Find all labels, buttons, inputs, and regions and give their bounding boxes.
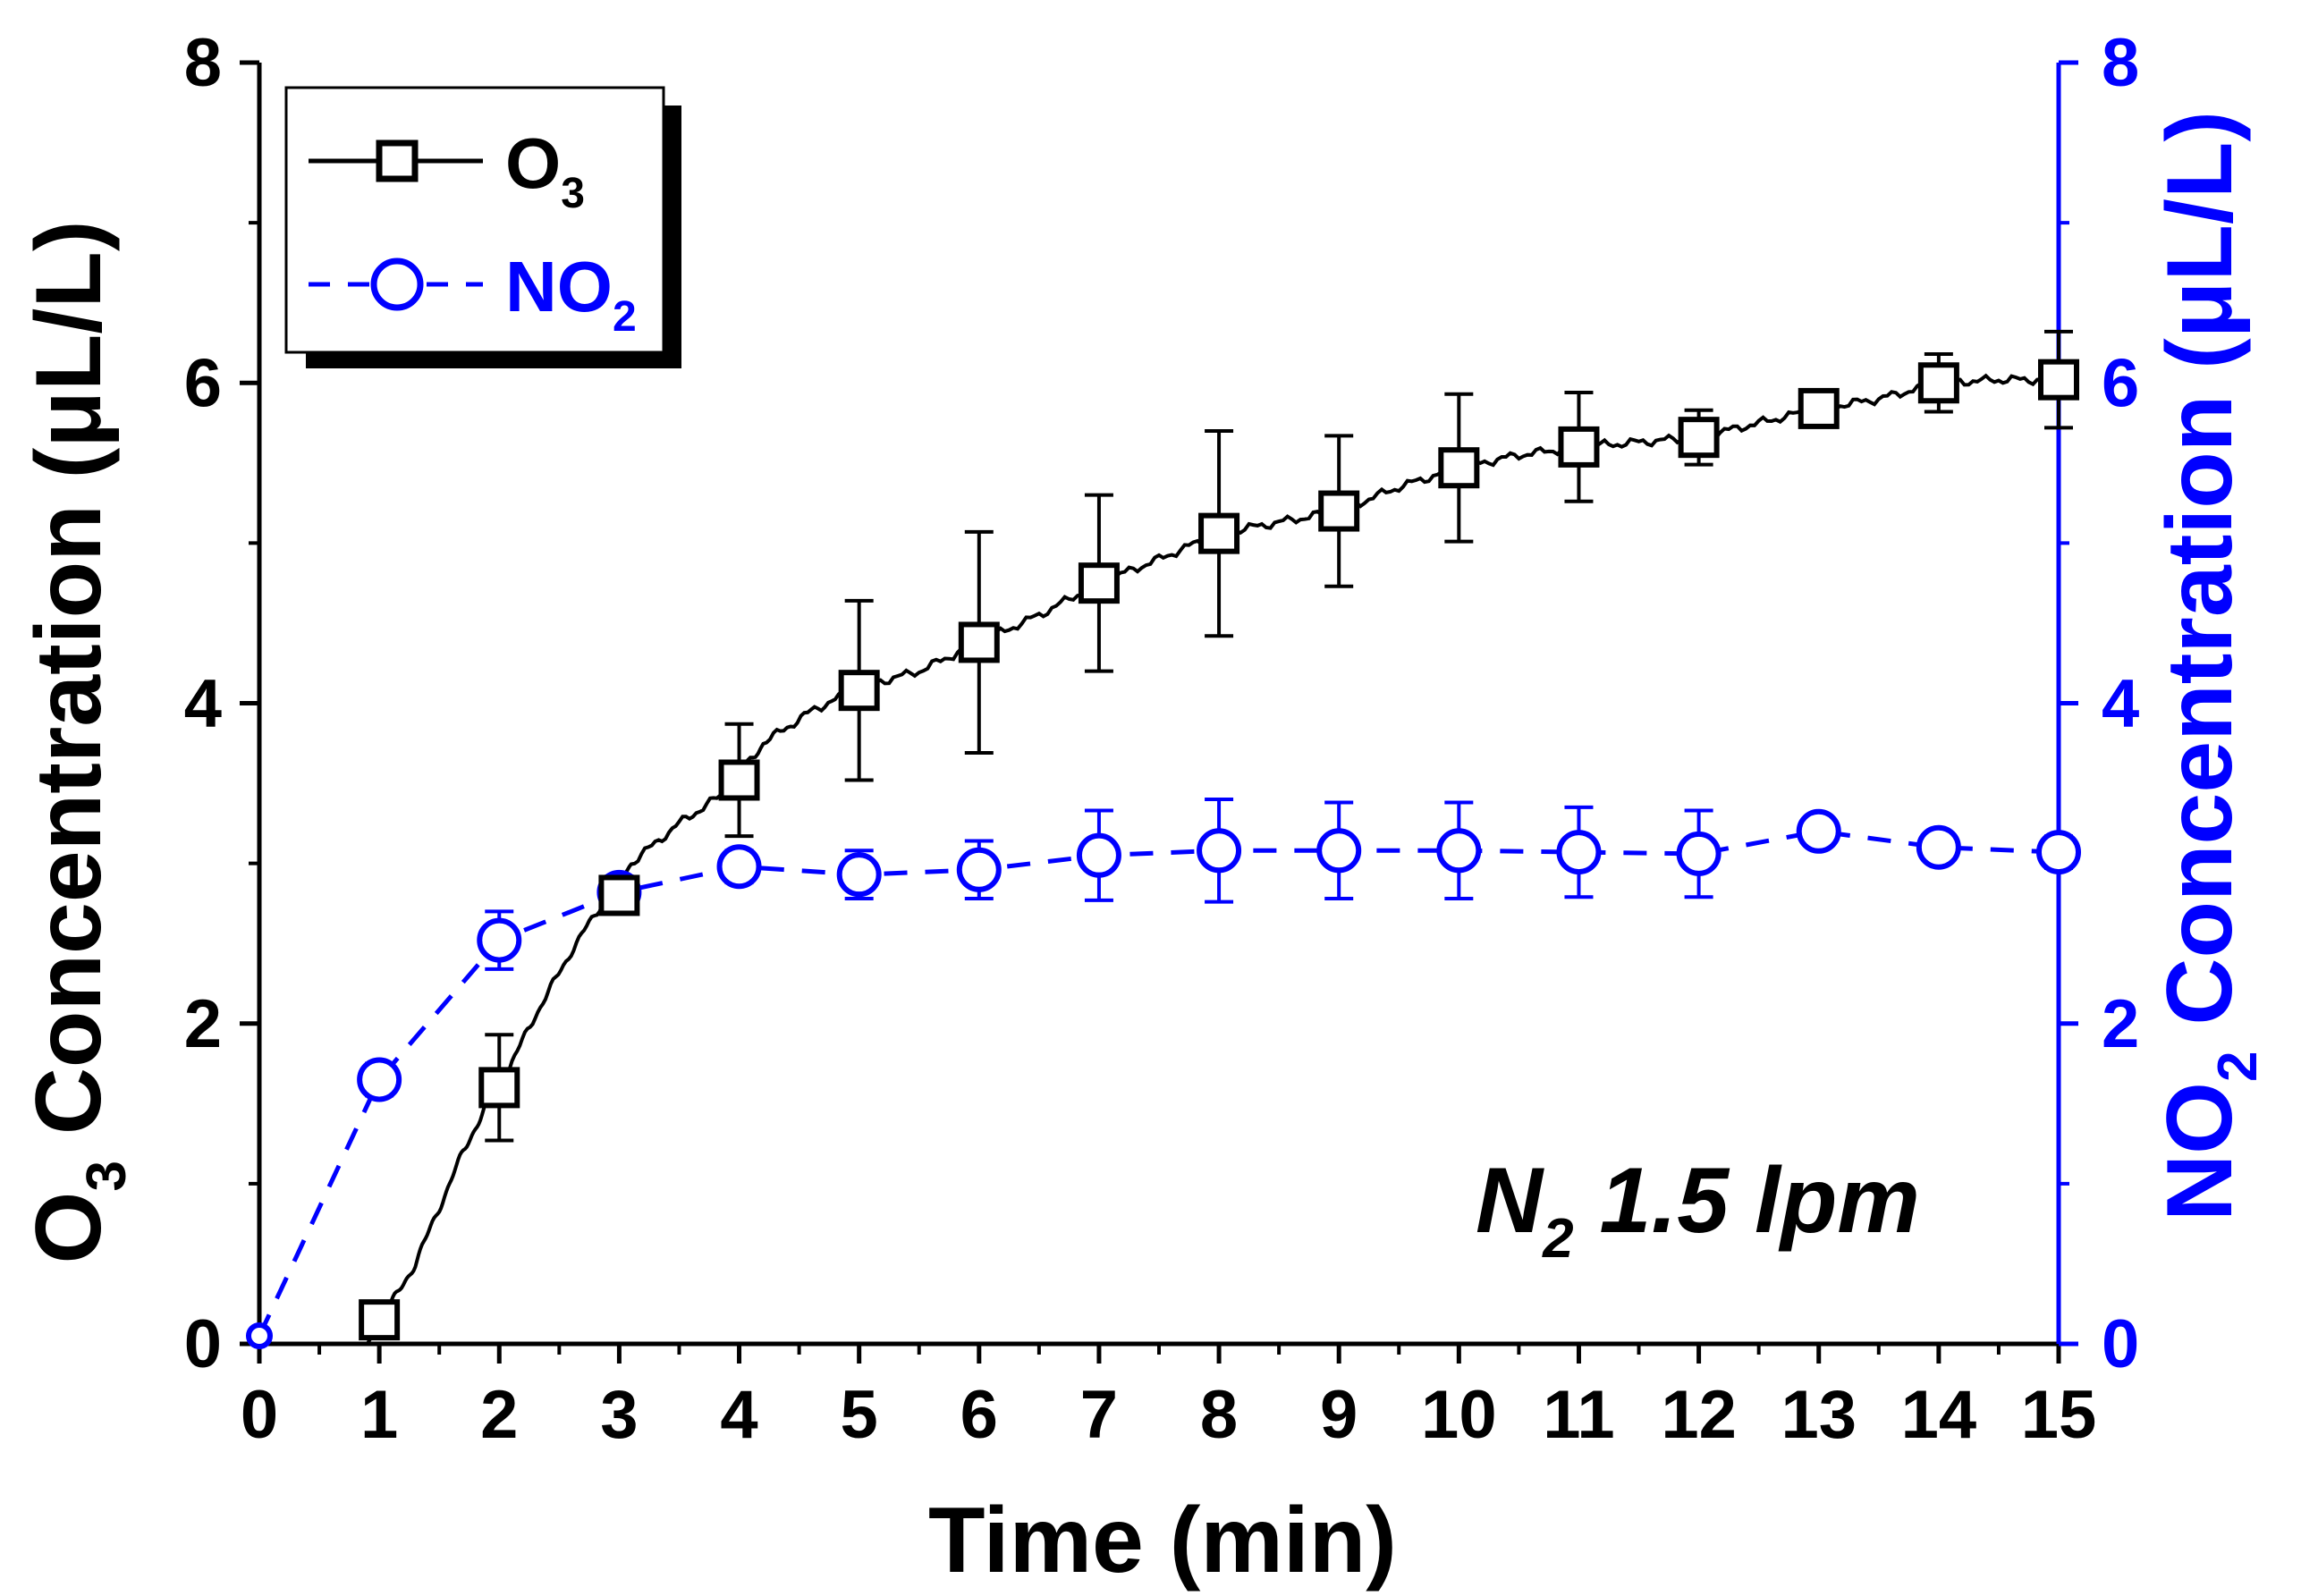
o3-point xyxy=(1438,447,1480,489)
x-tick-label: 3 xyxy=(600,1377,638,1453)
o3-point xyxy=(1318,490,1360,532)
o3-point xyxy=(838,670,880,712)
o3-point xyxy=(598,874,640,916)
legend-no2-label: NO2 xyxy=(505,247,637,341)
x-tick-label: 13 xyxy=(1781,1377,1857,1453)
no2-point xyxy=(1556,830,1602,875)
o3-point xyxy=(958,621,1000,663)
x-tick-label: 5 xyxy=(841,1377,878,1453)
o3-point xyxy=(359,1299,401,1341)
y-axis-label-left: O3 Concentration (μL/L) xyxy=(17,221,138,1264)
no2-point xyxy=(1796,808,1841,854)
x-tick-label: 15 xyxy=(2021,1377,2097,1453)
x-axis-label: Time (min) xyxy=(928,1489,1397,1592)
y-right-tick-label: 2 xyxy=(2102,986,2139,1062)
x-tick-label: 9 xyxy=(1320,1377,1358,1453)
o3-point xyxy=(718,759,760,801)
x-tick-label: 0 xyxy=(241,1377,278,1453)
o3-point xyxy=(1917,362,1959,404)
o3-point xyxy=(1558,426,1600,468)
no2-point xyxy=(357,1057,402,1102)
y-left-tick-label: 0 xyxy=(184,1306,222,1382)
o3-point xyxy=(1078,562,1120,604)
y-right-tick-label: 4 xyxy=(2102,666,2139,742)
o3-point xyxy=(478,1067,520,1109)
x-tick-label: 7 xyxy=(1080,1377,1118,1453)
y-left-tick-label: 8 xyxy=(184,25,222,101)
y-right-tick-label: 6 xyxy=(2102,345,2139,421)
x-tick-label: 12 xyxy=(1661,1377,1737,1453)
no2-point xyxy=(1436,828,1482,874)
y-right-tick-label: 0 xyxy=(2102,1306,2139,1382)
x-tick-label: 6 xyxy=(960,1377,998,1453)
no2-point xyxy=(477,917,522,963)
x-tick-label: 8 xyxy=(1200,1377,1238,1453)
no2-point xyxy=(1076,832,1121,878)
y-left-tick-label: 2 xyxy=(184,986,222,1062)
legend-box xyxy=(284,86,665,354)
no2-point xyxy=(1916,824,1961,870)
legend: O3 NO2 xyxy=(284,86,681,368)
legend-o3-marker xyxy=(376,139,419,182)
x-tick-label: 2 xyxy=(480,1377,518,1453)
legend-o3-label: O3 xyxy=(505,123,585,217)
y-right-tick-label: 8 xyxy=(2102,25,2139,101)
no2-point xyxy=(1316,828,1362,874)
x-tick-label: 4 xyxy=(720,1377,757,1453)
no2-point xyxy=(716,844,762,890)
y-axis-label-right: NO2 Concentration (μL/L) xyxy=(2148,111,2269,1221)
x-tick-label: 11 xyxy=(1543,1377,1614,1453)
no2-point xyxy=(1676,831,1722,876)
o3-point xyxy=(1198,512,1240,554)
legend-no2-marker xyxy=(370,258,424,311)
x-tick-label: 1 xyxy=(360,1377,398,1453)
y-left-tick-label: 4 xyxy=(184,666,222,742)
o3-point xyxy=(1798,387,1840,429)
y-left-tick-label: 6 xyxy=(184,345,222,421)
annotation-flow-rate: N2 1.5 lpm xyxy=(1476,1149,1920,1270)
no2-line xyxy=(257,829,2060,1338)
no2-point xyxy=(1197,828,1242,874)
o3-point xyxy=(2038,359,2079,401)
x-tick-label: 14 xyxy=(1901,1377,1977,1453)
no2-point xyxy=(956,847,1002,892)
no2-point xyxy=(246,1322,273,1350)
o3-point xyxy=(1678,417,1720,459)
x-tick-label: 10 xyxy=(1421,1377,1497,1453)
no2-point xyxy=(2036,830,2081,875)
no2-point xyxy=(836,852,882,898)
